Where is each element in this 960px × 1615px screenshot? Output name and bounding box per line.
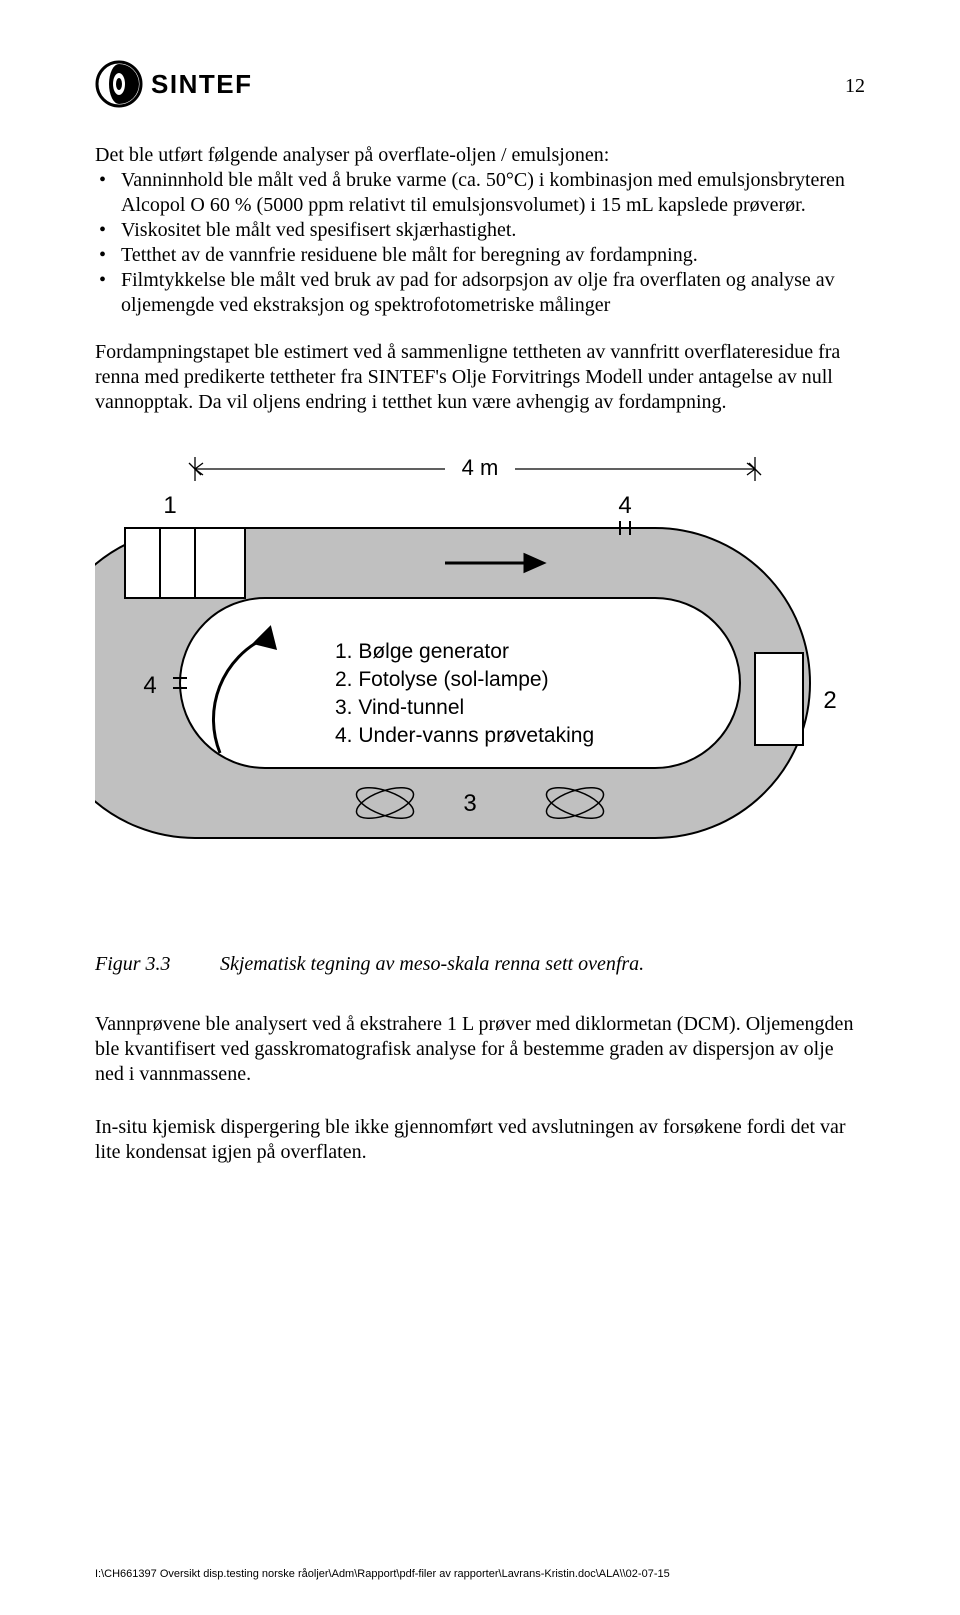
legend-line-4: 4. Under-vanns prøvetaking [335, 724, 594, 747]
bullet-item: Filmtykkelse ble målt ved bruk av pad fo… [95, 268, 865, 318]
legend-line-3: 3. Vind-tunnel [335, 696, 464, 719]
legend-line-1: 1. Bølge generator [335, 640, 509, 663]
intro-text: Det ble utført følgende analyser på over… [95, 143, 865, 168]
callout-1: 1 [163, 492, 176, 519]
page: SINTEF 12 Det ble utført følgende analys… [0, 0, 960, 1615]
paragraph-2: Vannprøvene ble analysert ved å ekstrahe… [95, 1012, 865, 1087]
page-number: 12 [845, 75, 865, 98]
paragraph-1: Fordampningstapet ble estimert ved å sam… [95, 340, 865, 415]
paragraph-3: In-situ kjemisk dispergering ble ikke gj… [95, 1115, 865, 1165]
figure-caption: Figur 3.3 Skjematisk tegning av meso-ska… [95, 953, 865, 976]
brand-name: SINTEF [151, 69, 252, 100]
footer-path: I:\CH661397 Oversikt disp.testing norske… [95, 1568, 670, 1580]
callout-4-top: 4 [618, 492, 631, 519]
page-header: SINTEF 12 [95, 60, 865, 108]
dim-label: 4 m [462, 455, 499, 480]
analysis-bullet-list: Vanninnhold ble målt ved å bruke varme (… [95, 168, 865, 318]
legend-line-2: 2. Fotolyse (sol-lampe) [335, 668, 549, 691]
sintef-logo-icon [95, 60, 143, 108]
bullet-item: Viskositet ble målt ved spesifisert skjæ… [95, 218, 865, 243]
flume-diagram: 4 m 1 4 4 2 [95, 443, 865, 923]
callout-4-left: 4 [143, 672, 156, 699]
callout-2: 2 [823, 687, 836, 714]
callout-3: 3 [463, 790, 476, 817]
bullet-item: Vanninnhold ble målt ved å bruke varme (… [95, 168, 865, 218]
figure-desc: Skjematisk tegning av meso-skala renna s… [220, 953, 644, 975]
bullet-item: Tetthet av de vannfrie residuene ble mål… [95, 243, 865, 268]
figure-label: Figur 3.3 [95, 953, 215, 976]
